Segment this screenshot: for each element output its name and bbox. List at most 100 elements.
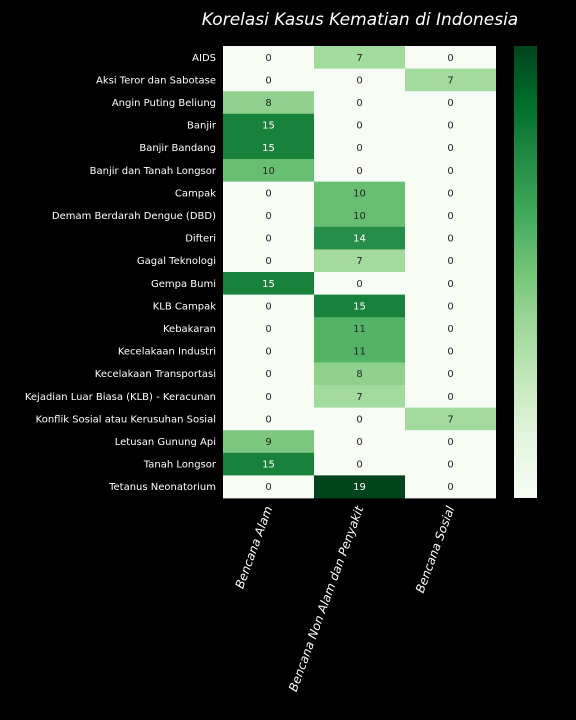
heatmap-cell	[405, 68, 496, 92]
row-tick-label: Angin Puting Beliung	[112, 98, 216, 109]
cell-value-label: 0	[447, 324, 453, 335]
cell-value-label: 0	[447, 53, 453, 64]
cell-value-label: 0	[447, 301, 453, 312]
heatmap-cell	[223, 181, 314, 205]
cell-value-label: 0	[356, 98, 362, 109]
cell-value-label: 7	[356, 53, 362, 64]
heatmap-cell	[405, 46, 496, 69]
cell-value-label: 0	[447, 143, 453, 154]
row-tick-label: Campak	[175, 188, 216, 199]
cell-value-label: 7	[356, 392, 362, 403]
cell-value-label: 0	[265, 53, 271, 64]
heatmap-cell	[314, 113, 405, 137]
heatmap-cell	[405, 452, 496, 476]
heatmap-cell	[314, 475, 405, 499]
cell-value-label: 15	[262, 143, 275, 154]
row-tick-label: Aksi Teror dan Sabotase	[96, 75, 216, 86]
row-tick-label: Kejadian Luar Biasa (KLB) - Keracunan	[25, 392, 216, 403]
heatmap-cell	[405, 385, 496, 408]
cell-value-label: 10	[353, 211, 366, 222]
cell-value-label: 0	[265, 188, 271, 199]
heatmap-cell	[314, 452, 405, 476]
cell-value-label: 0	[447, 347, 453, 358]
row-tick-label: Difteri	[185, 234, 216, 245]
heatmap-cell	[314, 181, 405, 205]
heatmap-cell	[223, 294, 314, 318]
cell-value-label: 0	[447, 279, 453, 290]
row-tick-label: Tetanus Neonatorium	[108, 482, 216, 493]
heatmap-cell	[314, 249, 405, 273]
cell-value-label: 0	[265, 211, 271, 222]
heatmap-cell	[223, 317, 314, 341]
heatmap-cell	[314, 159, 405, 182]
cell-value-label: 10	[262, 166, 275, 177]
row-tick-label: Tanah Longsor	[143, 460, 217, 471]
column-labels: Bencana Alam Bencana Non Alam dan Penyaki…	[233, 503, 458, 693]
cell-value-label: 0	[356, 75, 362, 86]
row-tick-label: Demam Berdarah Dengue (DBD)	[52, 211, 216, 222]
heatmap-cell	[223, 226, 314, 250]
cell-value-label: 8	[356, 369, 362, 380]
cell-value-label: 0	[265, 392, 271, 403]
heatmap-cell	[314, 68, 405, 92]
cell-value-label: 0	[265, 482, 271, 493]
heatmap-cell	[314, 46, 405, 69]
heatmap-cell	[314, 204, 405, 228]
cell-value-label: 0	[356, 460, 362, 471]
cell-value-label: 14	[353, 234, 366, 245]
heatmap-cell	[314, 339, 405, 363]
heatmap-cells: 0 7 0 0 0 7 8 0 0 15 0 0 15 0 0 10 0 0 0 10 0 0 10 0 0 14 0 0 7 0 15 0 0…	[223, 46, 496, 499]
heatmap-cell	[405, 159, 496, 182]
heatmap-cell	[223, 407, 314, 431]
cell-value-label: 0	[265, 347, 271, 358]
heatmap-cell	[405, 272, 496, 295]
heatmap-cell	[314, 430, 405, 454]
heatmap-cell	[223, 136, 314, 160]
row-tick-label: Kecelakaan Transportasi	[95, 369, 216, 380]
cell-value-label: 0	[265, 369, 271, 380]
cell-value-label: 0	[265, 234, 271, 245]
cell-value-label: 0	[265, 256, 271, 267]
heatmap-cell	[405, 181, 496, 205]
cell-value-label: 11	[353, 347, 366, 358]
heatmap-cell	[405, 113, 496, 137]
cell-value-label: 11	[353, 324, 366, 335]
cell-value-label: 0	[356, 414, 362, 425]
heatmap-cell	[223, 430, 314, 454]
heatmap-cell	[314, 362, 405, 386]
heatmap-cell	[405, 430, 496, 454]
chart-title: Korelasi Kasus Kematian di Indonesia	[202, 10, 518, 30]
heatmap-cell	[314, 294, 405, 318]
column-tick-label: Bencana Sosial	[413, 504, 458, 595]
cell-value-label: 19	[353, 482, 366, 493]
row-tick-label: Kecelakaan Industri	[118, 347, 216, 358]
heatmap-cell	[223, 113, 314, 137]
cell-value-label: 0	[265, 414, 271, 425]
cell-value-label: 0	[447, 256, 453, 267]
colorbar	[514, 46, 537, 498]
row-tick-label: Banjir dan Tanah Longsor	[90, 166, 217, 177]
row-tick-label: Gempa Bumi	[151, 279, 216, 290]
row-tick-label: Konflik Sosial atau Kerusuhan Sosial	[36, 414, 216, 425]
heatmap-cell	[405, 249, 496, 273]
row-tick-label: KLB Campak	[153, 301, 216, 312]
heatmap-cell	[314, 385, 405, 408]
cell-value-label: 0	[265, 301, 271, 312]
heatmap-cell	[314, 407, 405, 431]
row-labels: AIDS Aksi Teror dan Sabotase Angin Puting …	[25, 53, 217, 493]
heatmap-cell	[314, 226, 405, 250]
heatmap-cell	[314, 136, 405, 160]
heatmap-cell	[223, 249, 314, 273]
heatmap-cell	[405, 475, 496, 499]
heatmap-cell	[223, 475, 314, 499]
cell-value-label: 15	[262, 121, 275, 132]
heatmap-cell	[405, 136, 496, 160]
heatmap-cell	[405, 226, 496, 250]
cell-value-label: 0	[356, 143, 362, 154]
heatmap-cell	[405, 339, 496, 363]
heatmap-cell	[405, 407, 496, 431]
cell-value-label: 0	[356, 279, 362, 290]
heatmap-cell	[223, 385, 314, 408]
heatmap-cell	[314, 317, 405, 341]
